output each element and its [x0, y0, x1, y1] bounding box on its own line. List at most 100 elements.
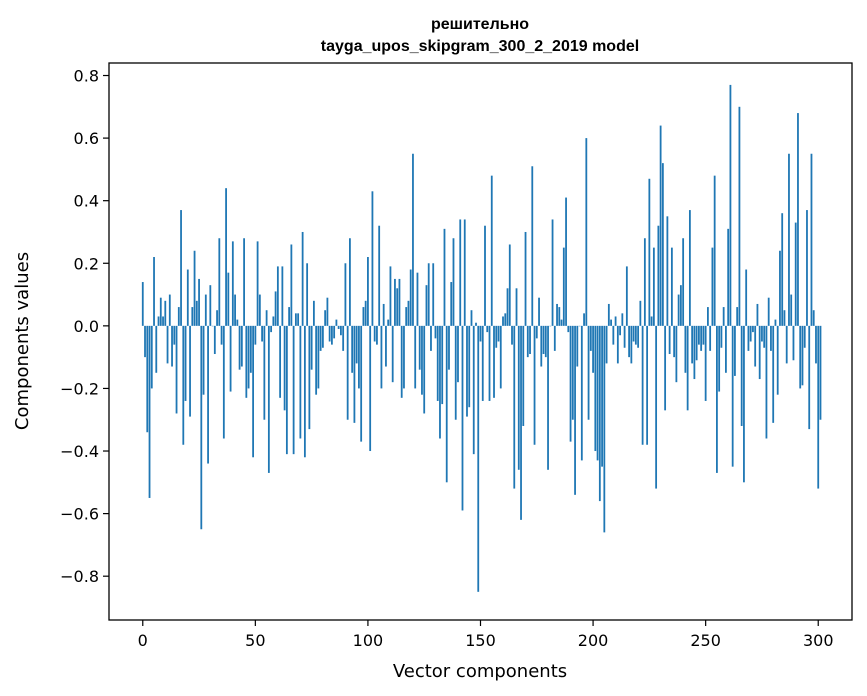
bar-component-48	[249, 325, 252, 373]
bar-component-26	[200, 325, 203, 530]
bar-component-215	[625, 266, 628, 326]
bar-component-261	[729, 84, 732, 326]
bar-component-66	[290, 244, 293, 326]
bar-component-147	[472, 325, 475, 455]
bar-component-237	[675, 325, 678, 383]
bar-component-49	[252, 325, 254, 458]
x-tick-label: 300	[803, 631, 834, 650]
bar-component-98	[362, 307, 365, 326]
bar-component-296	[808, 325, 811, 430]
bar-component-252	[709, 325, 712, 351]
bar-component-254	[713, 175, 716, 326]
bar-component-151	[481, 325, 484, 401]
bar-component-4	[150, 325, 153, 389]
bar-component-241	[684, 325, 687, 373]
bar-component-183	[553, 325, 556, 351]
bar-component-174	[533, 325, 536, 445]
bar-component-280	[772, 325, 775, 423]
bar-component-195	[580, 325, 583, 461]
bar-component-90	[344, 263, 347, 326]
bar-component-25	[198, 278, 200, 326]
bar-component-120	[412, 153, 414, 326]
bar-component-117	[405, 307, 408, 326]
bar-component-70	[299, 325, 302, 439]
bar-component-99	[364, 300, 367, 326]
bar-component-217	[630, 325, 633, 364]
bar-component-41	[234, 294, 236, 326]
bar-component-292	[799, 325, 802, 389]
bar-component-282	[776, 325, 779, 395]
bar-component-283	[779, 250, 781, 326]
bar-component-205	[603, 325, 606, 533]
bar-component-269	[747, 325, 750, 351]
bar-component-24	[195, 300, 198, 326]
bar-component-288	[790, 294, 793, 326]
bar-component-262	[731, 325, 734, 467]
bar-component-198	[587, 325, 590, 420]
bar-component-56	[267, 325, 270, 473]
bar-component-104	[376, 325, 378, 345]
bar-component-299	[815, 325, 817, 364]
bar-component-192	[574, 325, 576, 495]
bar-component-236	[673, 325, 676, 358]
bar-component-204	[601, 325, 603, 467]
x-tick-label: 200	[578, 631, 609, 650]
bar-component-244	[691, 325, 694, 364]
bar-component-208	[610, 319, 612, 326]
bar-component-230	[659, 125, 662, 326]
bar-component-73	[306, 263, 309, 326]
bar-component-29	[207, 325, 209, 464]
bar-component-74	[308, 325, 311, 430]
bar-component-87	[337, 325, 340, 329]
bar-component-175	[535, 325, 538, 339]
bar-component-300	[817, 325, 820, 489]
bar-component-113	[396, 288, 399, 326]
bar-component-144	[466, 325, 468, 417]
bar-component-163	[508, 244, 511, 326]
chart-title-line2: tayga_upos_skipgram_300_2_2019 model	[321, 38, 639, 55]
bar-component-119	[409, 269, 412, 326]
bar-component-36	[222, 325, 225, 439]
bar-component-146	[470, 310, 473, 326]
bar-component-291	[797, 113, 799, 326]
bar-component-256	[718, 325, 721, 392]
bar-component-116	[403, 325, 405, 389]
bar-component-207	[607, 303, 610, 326]
bar-component-85	[333, 325, 336, 339]
bar-component-12	[168, 294, 171, 326]
bar-component-115	[400, 325, 403, 398]
bar-component-103	[373, 325, 376, 342]
bar-component-47	[247, 325, 250, 389]
bar-component-88	[340, 325, 342, 336]
bar-component-54	[263, 325, 266, 420]
bar-component-279	[770, 325, 772, 351]
bar-component-5	[153, 257, 155, 326]
bar-component-61	[279, 325, 282, 398]
bar-component-172	[529, 325, 531, 355]
x-tick-label: 100	[353, 631, 384, 650]
bar-component-210	[614, 316, 617, 326]
bar-component-162	[506, 288, 509, 326]
bar-component-55	[265, 310, 268, 326]
bar-component-109	[387, 319, 390, 326]
bar-component-81	[324, 310, 327, 326]
bar-component-251	[707, 307, 709, 326]
bar-component-79	[319, 325, 322, 351]
bar-component-34	[218, 238, 221, 326]
bar-component-188	[565, 197, 567, 326]
bar-component-295	[806, 210, 808, 326]
bar-component-203	[598, 325, 601, 502]
bar-component-231	[661, 163, 664, 326]
bar-component-294	[803, 325, 806, 348]
bar-component-59	[274, 291, 277, 326]
bar-component-199	[589, 325, 592, 351]
x-axis-label: Vector components	[393, 661, 567, 682]
bar-component-301	[819, 325, 822, 420]
y-tick-label: −0.6	[60, 505, 99, 524]
bar-component-18	[182, 325, 185, 445]
bar-component-6	[155, 325, 158, 373]
bar-component-136	[448, 325, 450, 370]
bar-component-22	[191, 307, 194, 326]
y-tick-label: −0.4	[60, 442, 99, 461]
